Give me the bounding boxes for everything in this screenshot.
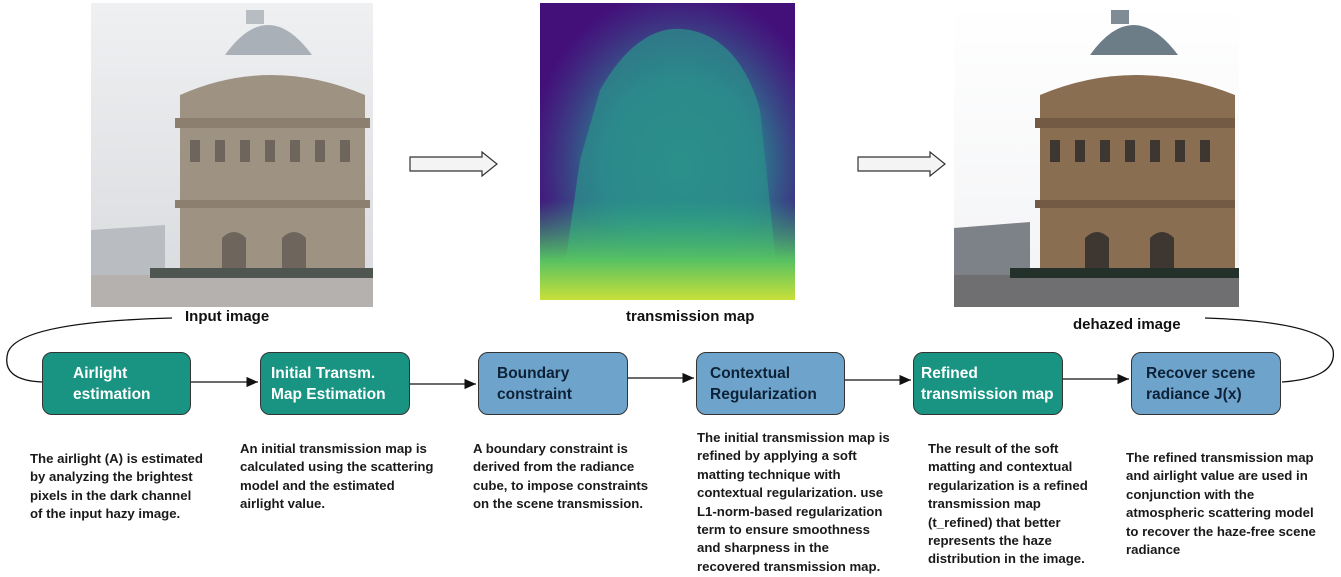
desc-line: represents the haze [928, 533, 1052, 549]
desc-line: pixels in the dark channel [30, 487, 192, 503]
node-contextual-regularization: Contextual Regularization [696, 352, 845, 415]
node-refined-line2: transmission map [921, 386, 1054, 403]
desc-line: recovered transmission map. [697, 558, 881, 574]
node-contextual-line2: Regularization [710, 386, 817, 403]
desc-line: distribution in the image. [928, 551, 1085, 567]
desc-line: term to ensure smoothness [697, 522, 870, 538]
transmission-map [540, 3, 795, 300]
desc-line: refined by applying a soft [697, 448, 857, 464]
desc-line: by analyzing the brightest [30, 469, 193, 485]
desc-line: radiance [1126, 542, 1181, 558]
desc-line: An initial transmission map is [240, 441, 427, 456]
image-arrow-2 [857, 150, 946, 178]
node-recover-line2: radiance J(x) [1146, 386, 1242, 403]
desc-line: regularization is a refined [928, 477, 1088, 493]
desc-line: of the input hazy image. [30, 506, 181, 522]
node-boundary-line1: Boundary [497, 365, 570, 382]
node-airlight-line1: Airlight [73, 365, 128, 382]
desc-line: transmission map [928, 496, 1041, 512]
transmission-map-caption: transmission map [626, 308, 755, 325]
desc-line: atmospheric scattering model [1126, 505, 1314, 521]
desc-line: conjunction with the [1126, 486, 1255, 502]
desc-line: The refined transmission map [1126, 450, 1314, 465]
desc-line: L1-norm-based regularization [697, 503, 883, 519]
desc-refined-transmission: The result of the soft matting and conte… [928, 440, 1088, 569]
desc-contextual-regularization: The initial transmission map is refined … [697, 429, 890, 576]
desc-line: on the scene transmission. [473, 496, 644, 512]
desc-line: to recover the haze-free scene [1126, 523, 1316, 539]
desc-line: and sharpness in the [697, 540, 829, 556]
node-initial-line2: Map Estimation [271, 386, 386, 403]
node-airlight-line2: estimation [73, 386, 151, 403]
desc-line: matting and contextual [928, 459, 1073, 475]
desc-line: calculated using the scattering [240, 459, 434, 475]
node-contextual-line1: Contextual [710, 365, 791, 382]
desc-initial-transmission: An initial transmission map is calculate… [240, 440, 433, 514]
node-airlight-estimation: Airlight estimation [42, 352, 191, 415]
input-curve-connector [6, 317, 173, 383]
image-arrow-1 [409, 150, 498, 178]
node-initial-line1: Initial Transm. [271, 365, 376, 382]
desc-line: The initial transmission map is [697, 430, 890, 445]
desc-line: and airlight value are used in [1126, 468, 1308, 484]
node-refined-transmission: Refined transmission map [913, 352, 1063, 415]
input-image [91, 3, 373, 307]
desc-recover-radiance: The refined transmission map and airligh… [1126, 449, 1316, 559]
input-image-caption: Input image [185, 308, 270, 325]
node-boundary-constraint: Boundary constraint [478, 352, 628, 415]
desc-line: The airlight (A) is estimated [30, 451, 203, 466]
node-recover-radiance: Recover scene radiance J(x) [1131, 352, 1281, 415]
output-curve-connector [1204, 317, 1335, 383]
node-refined-line1: Refined [921, 365, 978, 382]
desc-line: The result of the soft [928, 441, 1059, 456]
dehazed-image [954, 3, 1239, 307]
desc-boundary-constraint: A boundary constraint is derived from th… [473, 440, 648, 514]
desc-line: matting technique with [697, 466, 841, 482]
desc-line: contextual regularization. use [697, 485, 884, 501]
node-boundary-line2: constraint [497, 386, 572, 403]
desc-airlight-estimation: The airlight (A) is estimated by analyzi… [30, 450, 203, 524]
desc-line: derived from the radiance [473, 459, 635, 475]
desc-line: A boundary constraint is [473, 441, 628, 456]
dehazed-image-caption: dehazed image [1073, 316, 1181, 333]
desc-line: (t_refined) that better [928, 514, 1061, 530]
node-initial-transmission: Initial Transm. Map Estimation [260, 352, 410, 415]
node-recover-line1: Recover scene [1146, 365, 1256, 382]
desc-line: airlight value. [240, 496, 326, 512]
desc-line: cube, to impose constraints [473, 477, 649, 493]
desc-line: model and the estimated [240, 477, 395, 493]
